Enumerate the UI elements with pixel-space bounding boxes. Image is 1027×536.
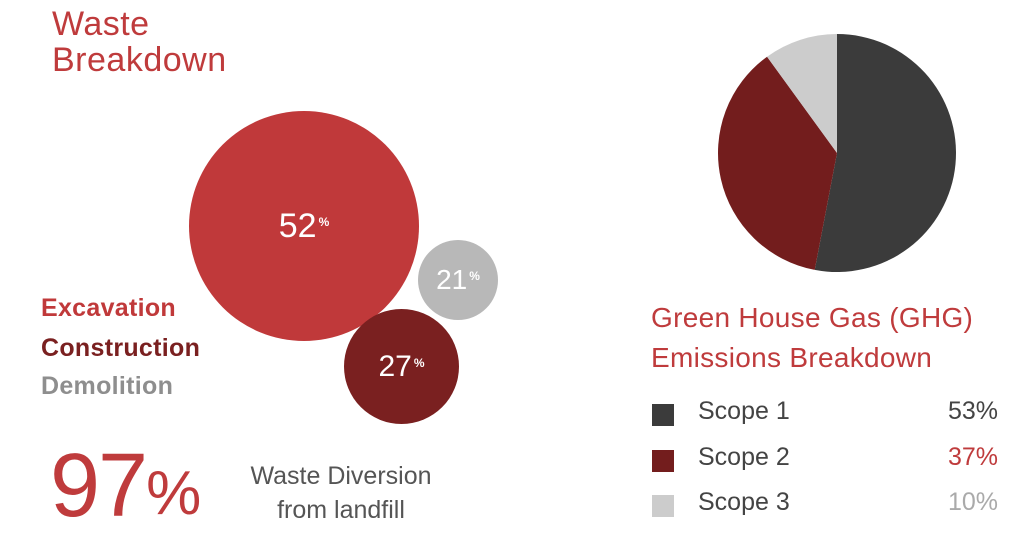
bubble-excavation: 52% xyxy=(189,111,419,341)
bubble-excavation-value: 52 xyxy=(278,206,317,245)
scope1-label: Scope 1 xyxy=(698,397,790,425)
legend-demolition: Demolition xyxy=(41,372,174,400)
bubble-construction-value: 27 xyxy=(378,349,412,383)
bubble-construction-unit: % xyxy=(413,355,425,370)
ghg-legend-row-scope3: Scope 3 10% xyxy=(652,486,998,526)
bubble-demolition: 21% xyxy=(418,240,498,320)
diversion-value: 97 xyxy=(50,436,148,536)
diversion-caption-line2: from landfill xyxy=(277,496,405,524)
bubble-demolition-unit: % xyxy=(469,269,480,283)
ghg-pie-chart xyxy=(718,34,956,272)
legend-excavation: Excavation xyxy=(41,294,177,322)
pie-slice-scope-3 xyxy=(767,34,837,153)
scope3-swatch xyxy=(652,495,674,517)
bubble-construction: 27% xyxy=(344,309,459,424)
scope2-swatch xyxy=(652,450,674,472)
bubble-excavation-unit: % xyxy=(318,215,330,229)
scope1-swatch xyxy=(652,404,674,426)
scope2-value: 37% xyxy=(947,443,998,471)
scope3-label: Scope 3 xyxy=(698,488,790,516)
pie-slice-scope-2 xyxy=(718,56,837,270)
scope1-value: 53% xyxy=(947,397,998,425)
waste-breakdown-title: Waste Breakdown xyxy=(52,6,227,78)
waste-title-line1: Waste xyxy=(52,5,150,43)
ghg-legend-row-scope2: Scope 2 37% xyxy=(652,441,998,481)
diversion-caption-line1: Waste Diversion xyxy=(250,462,432,490)
ghg-title-line1: Green House Gas (GHG) xyxy=(651,302,974,333)
ghg-legend-row-scope1: Scope 1 53% xyxy=(652,395,998,435)
scope3-value: 10% xyxy=(947,488,998,516)
diversion-unit: % xyxy=(146,459,201,528)
diversion-caption: Waste Diversion from landfill xyxy=(222,459,460,527)
ghg-title: Green House Gas (GHG) Emissions Breakdow… xyxy=(651,298,973,378)
pie-slice-scope-1 xyxy=(814,34,956,272)
ghg-title-line2: Emissions Breakdown xyxy=(651,342,933,373)
legend-construction: Construction xyxy=(41,334,201,362)
scope2-label: Scope 2 xyxy=(698,443,790,471)
waste-title-line2: Breakdown xyxy=(52,41,227,79)
bubble-demolition-value: 21 xyxy=(436,264,468,295)
diversion-percentage: 97% xyxy=(50,436,201,536)
